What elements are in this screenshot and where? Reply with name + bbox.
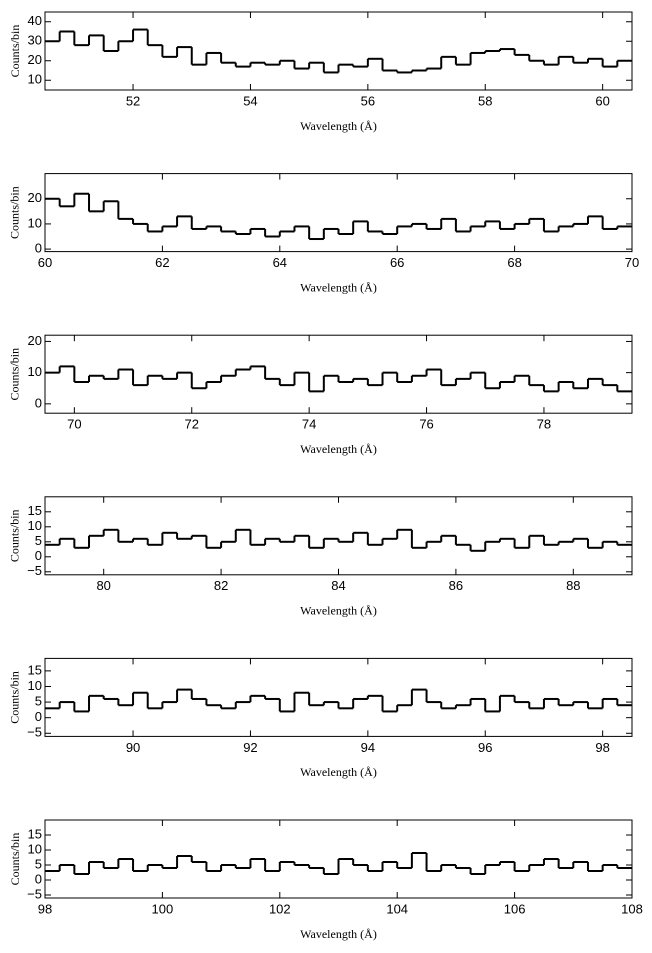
x-tick-label: 90 [126, 740, 140, 755]
x-tick-label: 72 [185, 417, 199, 432]
x-tick-label: 56 [361, 93, 375, 108]
y-tick-label: 10 [28, 72, 42, 87]
x-tick-label: 106 [504, 901, 526, 916]
x-axis-label: Wavelength (Å) [300, 604, 377, 618]
x-tick-label: 96 [478, 740, 492, 755]
y-axis-label: Counts/bin [8, 348, 22, 401]
y-tick-label: 40 [28, 13, 42, 28]
plot-frame [44, 173, 633, 253]
y-tick-label: 15 [28, 662, 42, 677]
y-axis-label: Counts/bin [8, 186, 22, 239]
y-tick-label: 15 [28, 503, 42, 518]
x-tick-label: 58 [478, 93, 492, 108]
x-axis-label: Wavelength (Å) [300, 442, 377, 456]
y-tick-label: 5 [35, 856, 42, 871]
x-tick-label: 82 [214, 578, 228, 593]
y-tick-label: 0 [35, 548, 42, 563]
y-tick-label: −5 [27, 725, 42, 740]
y-tick-label: 10 [28, 364, 42, 379]
x-tick-label: 98 [38, 901, 52, 916]
plot-frame [44, 11, 633, 91]
y-tick-label: 0 [35, 709, 42, 724]
x-tick-label: 70 [625, 255, 639, 270]
x-tick-label: 88 [566, 578, 580, 593]
plot-frame [44, 819, 633, 899]
x-tick-label: 100 [152, 901, 174, 916]
x-tick-label: 60 [38, 255, 52, 270]
y-tick-label: 5 [35, 694, 42, 709]
x-axis-label: Wavelength (Å) [300, 927, 377, 941]
y-tick-label: 10 [28, 215, 42, 230]
x-axis-label: Wavelength (Å) [300, 119, 377, 133]
plot-frame [44, 334, 633, 414]
x-tick-label: 104 [386, 901, 408, 916]
y-axis-label: Counts/bin [8, 509, 22, 562]
x-tick-label: 102 [269, 901, 291, 916]
y-tick-label: 10 [28, 678, 42, 693]
y-axis-label: Counts/bin [8, 671, 22, 724]
y-tick-label: 15 [28, 826, 42, 841]
y-tick-label: 5 [35, 533, 42, 548]
y-tick-label: 10 [28, 518, 42, 533]
y-axis-label: Counts/bin [8, 833, 22, 886]
y-tick-label: −5 [27, 886, 42, 901]
x-tick-label: 60 [595, 93, 609, 108]
y-tick-label: 20 [28, 52, 42, 67]
x-tick-label: 98 [595, 740, 609, 755]
y-tick-label: 20 [28, 190, 42, 205]
y-tick-label: 20 [28, 333, 42, 348]
plot-frame [44, 657, 633, 737]
y-tick-label: 10 [28, 841, 42, 856]
x-tick-label: 80 [96, 578, 110, 593]
x-tick-label: 92 [243, 740, 257, 755]
y-tick-label: 0 [35, 395, 42, 410]
x-tick-label: 68 [507, 255, 521, 270]
x-tick-label: 62 [155, 255, 169, 270]
y-tick-label: 30 [28, 33, 42, 48]
y-axis-label: Counts/bin [8, 25, 22, 78]
y-tick-label: 0 [35, 241, 42, 256]
x-axis-label: Wavelength (Å) [300, 280, 377, 294]
x-tick-label: 76 [419, 417, 433, 432]
x-tick-label: 78 [537, 417, 551, 432]
x-tick-label: 84 [331, 578, 345, 593]
x-tick-label: 108 [621, 901, 643, 916]
x-tick-label: 66 [390, 255, 404, 270]
x-tick-label: 54 [243, 93, 257, 108]
x-axis-label: Wavelength (Å) [300, 765, 377, 779]
x-tick-label: 86 [449, 578, 463, 593]
y-tick-label: 0 [35, 871, 42, 886]
x-tick-label: 52 [126, 93, 140, 108]
x-tick-label: 74 [302, 417, 316, 432]
y-tick-label: −5 [27, 563, 42, 578]
x-tick-label: 94 [361, 740, 375, 755]
x-tick-label: 64 [273, 255, 287, 270]
x-tick-label: 70 [67, 417, 81, 432]
